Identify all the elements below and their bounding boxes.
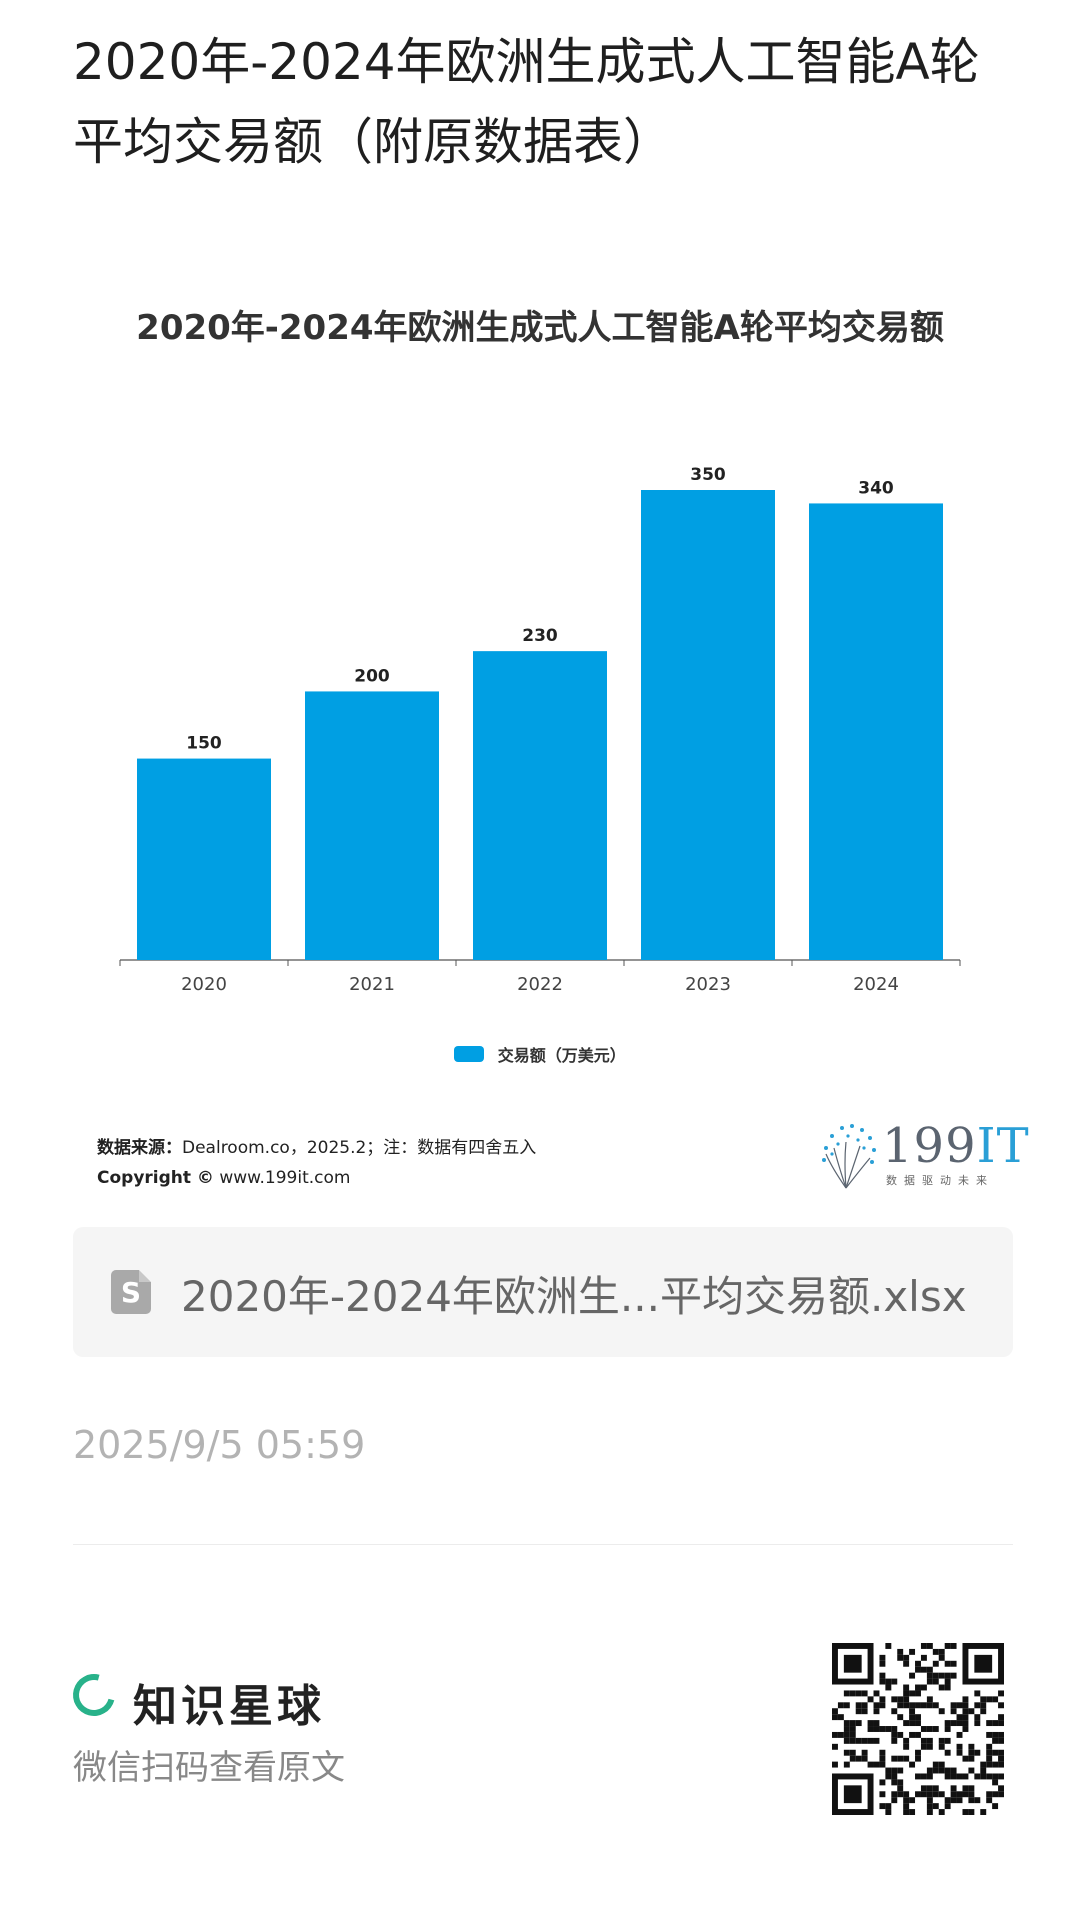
data-label-2020: 150: [186, 734, 222, 754]
attachment-card[interactable]: S 2020年-2024年欧洲生...平均交易额.xlsx: [73, 1227, 1013, 1357]
source-label: 数据来源：: [97, 1138, 182, 1158]
qr-code-icon[interactable]: [832, 1643, 1004, 1815]
attachment-file-name[interactable]: 2020年-2024年欧洲生...平均交易额.xlsx: [181, 1272, 967, 1321]
bar-2023: [641, 490, 775, 960]
chart-source: 数据来源：Dealroom.co，2025.2；注：数据有四舍五入 Copyri…: [97, 1133, 536, 1193]
chart-title: 2020年-2024年欧洲生成式人工智能A轮平均交易额: [136, 308, 944, 348]
data-label-2021: 200: [354, 666, 390, 686]
x-tick-label-2024: 2024: [853, 974, 899, 995]
divider: [73, 1544, 1013, 1545]
logo-199it: 199IT 数据驱动未来: [812, 1118, 1029, 1194]
legend-label: 交易额（万美元）: [497, 1046, 626, 1065]
data-label-2023: 350: [690, 465, 726, 485]
brand-name: 知识星球: [133, 1681, 325, 1732]
logo-tagline: 数据驱动未来: [886, 1174, 994, 1187]
copyright-text: www.199it.com: [219, 1168, 351, 1188]
zsxq-ring-icon: [65, 1666, 123, 1724]
source-text: Dealroom.co，2025.2；注：数据有四舍五入: [182, 1138, 537, 1158]
x-tick-label-2023: 2023: [685, 974, 731, 995]
spreadsheet-file-icon: S: [111, 1270, 151, 1314]
bar-2022: [473, 651, 607, 960]
post-timestamp: 2025/9/5 05:59: [73, 1423, 366, 1467]
dandelion-icon: [822, 1124, 876, 1189]
copyright-label: Copyright ©: [97, 1168, 214, 1188]
chart-legend: 交易额（万美元）: [0, 1042, 1080, 1066]
page-title: 2020年-2024年欧洲生成式人工智能A轮平均交易额（附原数据表）: [73, 33, 980, 171]
bar-2020: [137, 758, 271, 960]
bar-chart: 150 2020 200 2021 230 2022 350 2023 340 2024: [119, 465, 961, 995]
logo-199: 199: [882, 1118, 977, 1174]
data-label-2022: 230: [522, 626, 558, 646]
x-tick-label-2022: 2022: [517, 974, 563, 995]
x-tick-label-2020: 2020: [181, 974, 227, 995]
data-label-2024: 340: [858, 478, 894, 498]
legend-swatch: [454, 1046, 485, 1062]
bar-2021: [305, 691, 439, 960]
scan-hint: 微信扫码查看原文: [73, 1748, 345, 1788]
bar-2024: [809, 503, 943, 960]
logo-it: IT: [976, 1118, 1030, 1174]
x-tick-label-2021: 2021: [349, 974, 395, 995]
